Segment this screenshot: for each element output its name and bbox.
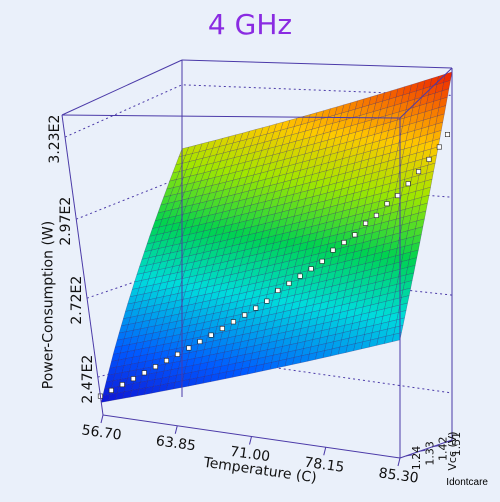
x-tick-label: 71.00 <box>229 444 271 465</box>
surface-cell <box>391 332 402 343</box>
data-point <box>363 220 369 226</box>
data-point <box>426 156 432 162</box>
data-point <box>395 193 401 199</box>
x-tick-mark <box>323 447 327 456</box>
data-point <box>186 345 192 351</box>
box-edge <box>399 67 453 119</box>
box-edge <box>181 59 453 69</box>
data-point <box>444 132 450 138</box>
data-point <box>341 240 347 246</box>
data-point <box>297 273 303 279</box>
x-tick-mark <box>249 436 252 445</box>
z-tick-label: 2.72E2 <box>69 276 85 325</box>
y-tick-mark <box>445 440 453 443</box>
data-point <box>197 339 203 345</box>
x-tick-label: 85.30 <box>378 465 420 486</box>
box-edge <box>61 114 104 416</box>
x-tick-label: 78.15 <box>303 455 345 476</box>
data-point <box>230 319 236 325</box>
data-point <box>384 201 390 207</box>
x-tick-label: 56.70 <box>81 422 123 443</box>
z-tick-label: 2.97E2 <box>58 197 74 246</box>
data-point <box>405 181 411 187</box>
data-point <box>108 387 114 393</box>
y-tick-label: 1.24 <box>410 446 423 471</box>
z-tick-label: 3.23E2 <box>47 115 63 164</box>
y-tick-mark <box>419 449 426 452</box>
data-point <box>373 212 379 218</box>
data-point <box>253 305 259 311</box>
credit-text: Idontcare <box>446 477 488 488</box>
data-point <box>141 370 147 376</box>
data-point <box>175 351 181 357</box>
data-point <box>330 247 336 253</box>
x-tick-label: 63.85 <box>155 433 197 454</box>
data-point <box>436 144 442 150</box>
data-point <box>286 280 292 286</box>
surface-mesh <box>101 71 453 403</box>
y-tick-label: 1.51 <box>450 432 463 457</box>
data-point <box>219 325 225 331</box>
data-point <box>264 298 270 304</box>
data-point <box>208 332 214 338</box>
data-point <box>119 382 125 388</box>
x-tick-mark <box>397 457 401 467</box>
data-point <box>319 258 325 264</box>
box-edge <box>61 114 401 119</box>
y-tick-mark <box>405 454 413 457</box>
z-axis-label: Power-Consumption (W) <box>41 221 57 389</box>
data-point <box>308 266 314 272</box>
x-tick-mark <box>174 425 178 434</box>
z-tick-label: 2.47E2 <box>80 355 96 404</box>
surface-cell <box>443 71 453 83</box>
data-point <box>130 376 136 382</box>
box-edge <box>61 59 183 116</box>
data-point <box>152 364 158 370</box>
y-tick-label: 1.33 <box>423 441 436 466</box>
y-axis-label: Vcc (V) <box>446 431 459 470</box>
data-point <box>352 232 358 238</box>
chart-title: 4 GHz <box>207 8 293 41</box>
y-tick-mark <box>432 445 439 448</box>
x-tick-mark <box>100 414 104 424</box>
data-point <box>416 169 422 175</box>
data-point <box>242 312 248 318</box>
y-tick-label: 1.42 <box>437 436 450 461</box>
data-point <box>275 287 281 293</box>
data-point <box>164 358 170 364</box>
